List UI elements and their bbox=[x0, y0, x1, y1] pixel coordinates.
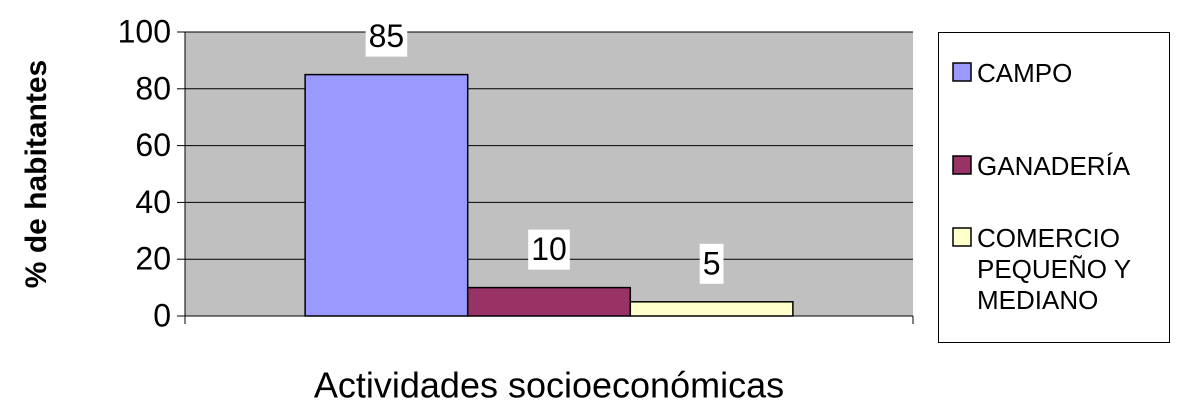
y-tick-label: 60 bbox=[135, 127, 171, 163]
y-tick-label: 80 bbox=[135, 70, 171, 106]
y-axis-label: % de habitantes bbox=[20, 60, 53, 288]
legend-swatch bbox=[952, 227, 972, 247]
bar bbox=[466, 286, 632, 317]
bar bbox=[629, 301, 794, 317]
y-tick-label: 0 bbox=[153, 297, 171, 333]
data-label-bg bbox=[699, 243, 724, 284]
legend bbox=[938, 32, 1170, 343]
data-label: 5 bbox=[703, 245, 721, 281]
y-tick-label: 20 bbox=[135, 241, 171, 277]
legend-label: GANADERÍA bbox=[977, 151, 1131, 181]
x-axis-label: Actividades socioeconómicas bbox=[314, 365, 784, 406]
y-tick-label: 100 bbox=[118, 13, 171, 49]
y-tick-label: 40 bbox=[135, 184, 171, 220]
data-label: 85 bbox=[369, 18, 405, 54]
bar bbox=[304, 73, 469, 317]
plot-area bbox=[185, 32, 913, 316]
data-label-bg bbox=[365, 16, 408, 57]
legend-swatch bbox=[952, 155, 972, 175]
legend-label: CAMPO bbox=[977, 58, 1072, 88]
data-label-bg bbox=[528, 229, 570, 270]
data-label: 10 bbox=[531, 231, 567, 267]
legend-items: CAMPO GANADERÍA COMERCIO PEQUEÑO Y MEDIANO bbox=[952, 58, 1131, 315]
legend-swatch bbox=[952, 62, 972, 82]
legend-label: COMERCIO PEQUEÑO Y MEDIANO bbox=[977, 223, 1131, 315]
